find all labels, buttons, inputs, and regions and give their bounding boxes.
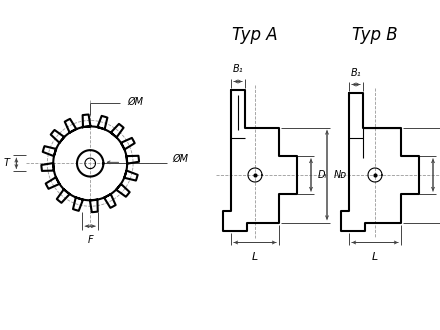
Text: Typ A: Typ A xyxy=(232,26,278,44)
Text: L: L xyxy=(252,251,258,261)
Text: Typ B: Typ B xyxy=(352,26,398,44)
Text: F: F xyxy=(88,235,93,245)
Text: B₁: B₁ xyxy=(233,64,243,75)
Text: ØM: ØM xyxy=(127,96,143,107)
Text: ØM: ØM xyxy=(172,153,188,163)
Text: Nᴅ: Nᴅ xyxy=(334,170,347,180)
Text: T: T xyxy=(4,158,9,168)
Text: Dₗ: Dₗ xyxy=(318,170,327,180)
Text: B₁: B₁ xyxy=(351,68,361,78)
Text: L: L xyxy=(372,251,378,261)
